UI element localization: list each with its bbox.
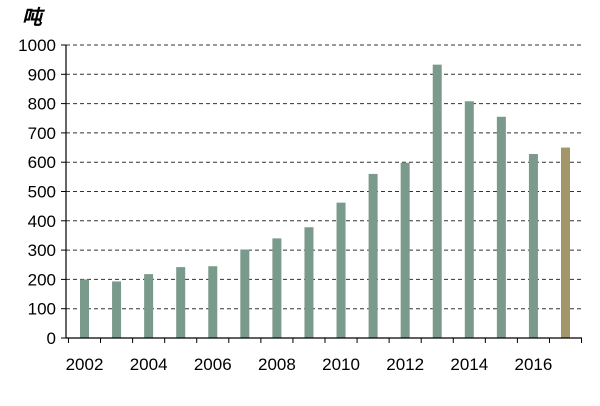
axes [61, 44, 583, 343]
bar-2003 [112, 281, 122, 338]
gridlines [66, 44, 582, 310]
bar-2007 [240, 249, 250, 338]
x-tick-label: 2002 [66, 355, 104, 374]
x-tick-label: 2010 [322, 355, 360, 374]
y-tick-label: 700 [28, 124, 56, 143]
y-tick-labels: 0 100 200 300 400 500 600 700 800 900 1000 [18, 36, 56, 348]
bars [80, 64, 570, 339]
bar-2006 [208, 266, 218, 338]
bar-2004 [144, 274, 154, 338]
x-tick-label: 2004 [130, 355, 168, 374]
x-tick-label: 2006 [194, 355, 232, 374]
bar-2014 [464, 101, 474, 338]
bar-2009 [304, 227, 314, 338]
bar-2017 [561, 147, 570, 338]
y-tick-label: 0 [47, 329, 56, 348]
x-tick-label: 2016 [515, 355, 553, 374]
x-tick-label: 2014 [450, 355, 488, 374]
bar-2005 [176, 267, 186, 338]
bar-2012 [400, 162, 410, 338]
y-tick-label: 300 [28, 241, 56, 260]
y-tick-label: 500 [28, 183, 56, 202]
x-tick-label: 2012 [386, 355, 424, 374]
y-tick-label: 800 [28, 95, 56, 114]
bar-2015 [496, 116, 506, 338]
y-tick-label: 100 [28, 300, 56, 319]
bar-2016 [528, 153, 538, 338]
bar-2011 [368, 173, 378, 338]
y-tick-label: 600 [28, 153, 56, 172]
bar-2010 [336, 202, 346, 338]
bar-2002 [80, 279, 89, 338]
x-tick-label: 2008 [258, 355, 296, 374]
bar-2013 [432, 64, 442, 339]
y-unit-label: 吨 [22, 5, 45, 29]
x-tick-labels: 2002 2004 2006 2008 2010 2012 2014 2016 [66, 355, 553, 374]
y-tick-label: 200 [28, 270, 56, 289]
y-tick-label: 1000 [18, 36, 56, 55]
bar-2008 [272, 238, 282, 338]
y-tick-label: 900 [28, 65, 56, 84]
y-tick-label: 400 [28, 212, 56, 231]
